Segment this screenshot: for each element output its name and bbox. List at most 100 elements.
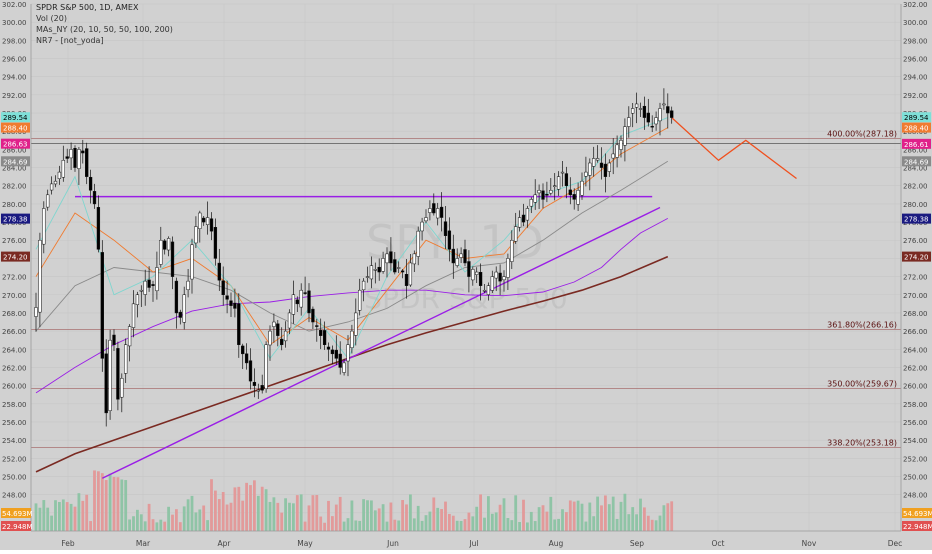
candle-body [447,230,452,250]
fib-level-label: 350.00%(259.67) [827,380,897,389]
y-tick-label-right: 264.00 [903,346,928,354]
volume-bar [338,496,342,531]
projection-path [671,117,797,180]
candle-body [139,289,143,292]
y-tick-label-right: 256.00 [903,419,928,427]
left-price-badge [1,156,30,167]
y-tick-label-right: 298.00 [903,37,928,45]
volume-bar [46,507,50,531]
candle-body [81,150,85,154]
x-tick-label: Jul [468,539,478,548]
candle-body [517,217,522,228]
candle-body [198,212,202,229]
volume-bar [666,503,670,531]
volume-bar [354,520,358,531]
volume-bar [385,521,389,531]
volume-bar [510,520,514,531]
volume-bar [440,509,443,531]
volume-bar [428,511,432,531]
candle-body [486,285,491,295]
y-tick-label-right: 280.00 [903,201,928,209]
volume-bar [455,520,459,531]
volume-bar [377,508,381,531]
volume-bar [245,482,248,531]
candle-body [120,378,124,398]
volume-bars [34,470,674,531]
y-tick-label-right: 258.00 [903,401,928,409]
candle-body [377,266,381,273]
volume-bar [366,500,369,531]
y-tick-label-right: 270.00 [903,292,928,300]
candle-body [104,353,108,414]
volume-bar [182,506,186,531]
candle-body [373,269,377,271]
volume-bar [494,512,498,531]
volume-bar [358,520,362,531]
volume-bar [198,509,202,531]
candle-body [202,217,206,223]
candle-body [404,274,409,286]
y-tick-label-right: 286.00 [903,146,928,154]
candle-body [159,239,163,265]
candle-body [85,148,89,177]
volume-bar [159,519,163,531]
volume-bar [572,501,576,531]
candle-body [244,353,249,364]
y-tick-label-right: 300.00 [903,19,928,27]
candle-body [662,103,666,106]
candle-body [393,259,397,273]
candle-body [213,227,218,259]
candle-body [69,149,73,159]
volume-bar [541,505,545,531]
volume-bar [61,499,65,531]
x-tick-label: Nov [802,539,817,548]
candle-body [346,344,350,362]
volume-bar [604,495,607,531]
candle-body [46,194,50,208]
x-tick-label: Mar [136,539,151,548]
candle-body [541,190,545,200]
volume-bar [233,487,237,531]
volume-bar [284,498,287,531]
candle-body [283,330,288,342]
y-tick-label-left: 284.00 [2,165,27,173]
candle-body [358,289,362,311]
volume-bar [272,497,276,531]
candle-body [631,108,635,114]
y-tick-label-left: 268.00 [2,310,27,318]
candle-body [151,284,155,286]
legend-indicator-vol: Vol (20) [36,14,67,23]
candle-body [205,217,210,226]
volume-bar [132,516,135,531]
right-volume-badge [902,521,932,531]
volume-bar [151,519,155,531]
candle-body [131,303,136,328]
candle-body [53,180,58,185]
volume-bar [217,499,221,531]
volume-bar [178,522,182,531]
candle-body [463,249,467,264]
candle-body [237,303,241,345]
candle-body [241,345,245,355]
candle-body [658,108,662,122]
volume-bar [225,504,229,531]
volume-bar [350,500,354,531]
volume-bar [97,471,100,531]
volume-bar [401,500,404,531]
volume-bar [50,515,53,531]
candle-body [319,330,323,336]
fib-level-label: 400.00%(287.18) [827,130,897,139]
candle-body [494,271,498,279]
candle-body [233,302,237,309]
y-tick-label-left: 260.00 [2,383,27,391]
candle-body [634,103,639,108]
volume-bar [526,522,529,531]
candle-body [537,190,541,194]
candle-body [38,239,42,313]
volume-bar [588,502,592,531]
candle-body [580,180,584,196]
candle-body [564,173,569,186]
candle-body [170,241,175,277]
